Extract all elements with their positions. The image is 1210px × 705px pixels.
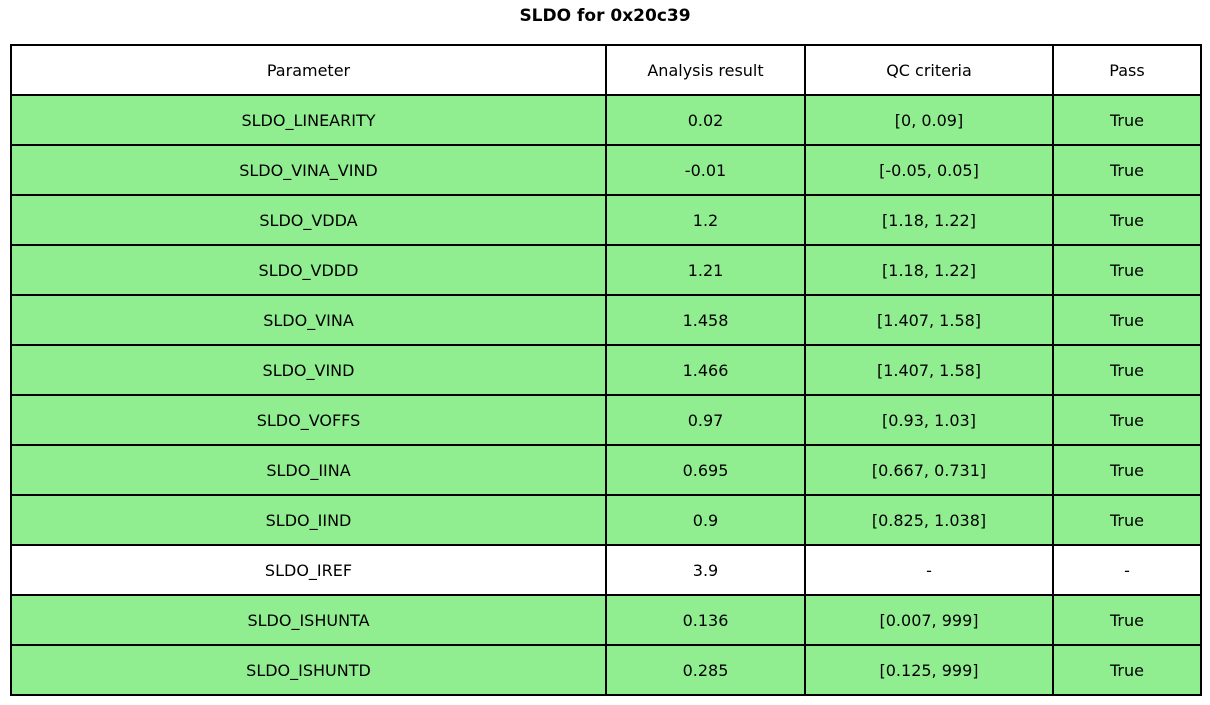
cell-analysis-result: 0.02 xyxy=(605,94,806,146)
cell-qc-criteria: [1.407, 1.58] xyxy=(804,294,1054,346)
cell-analysis-result: 1.21 xyxy=(605,244,806,296)
cell-analysis-result: 3.9 xyxy=(605,544,806,596)
cell-analysis-result: 1.466 xyxy=(605,344,806,396)
cell-qc-criteria: [1.18, 1.22] xyxy=(804,244,1054,296)
cell-pass: True xyxy=(1052,394,1202,446)
table-row: SLDO_VINA 1.458 [1.407, 1.58] True xyxy=(10,294,1202,346)
column-header-pass: Pass xyxy=(1052,44,1202,96)
table-row: SLDO_ISHUNTD 0.285 [0.125, 999] True xyxy=(10,644,1202,696)
cell-pass: True xyxy=(1052,144,1202,196)
table-row: SLDO_IINA 0.695 [0.667, 0.731] True xyxy=(10,444,1202,496)
table-header-row: Parameter Analysis result QC criteria Pa… xyxy=(10,44,1202,96)
cell-qc-criteria: [0.667, 0.731] xyxy=(804,444,1054,496)
cell-qc-criteria: [0.125, 999] xyxy=(804,644,1054,696)
cell-analysis-result: 1.458 xyxy=(605,294,806,346)
cell-qc-criteria: [0.825, 1.038] xyxy=(804,494,1054,546)
table-row: SLDO_ISHUNTA 0.136 [0.007, 999] True xyxy=(10,594,1202,646)
cell-pass: True xyxy=(1052,94,1202,146)
table-row: SLDO_VDDA 1.2 [1.18, 1.22] True xyxy=(10,194,1202,246)
cell-parameter: SLDO_ISHUNTA xyxy=(10,594,607,646)
cell-qc-criteria: [1.407, 1.58] xyxy=(804,344,1054,396)
qc-results-table: Parameter Analysis result QC criteria Pa… xyxy=(10,44,1202,696)
cell-qc-criteria: [0.93, 1.03] xyxy=(804,394,1054,446)
cell-pass: True xyxy=(1052,194,1202,246)
cell-analysis-result: 0.695 xyxy=(605,444,806,496)
cell-parameter: SLDO_VDDA xyxy=(10,194,607,246)
cell-parameter: SLDO_ISHUNTD xyxy=(10,644,607,696)
table-row: SLDO_LINEARITY 0.02 [0, 0.09] True xyxy=(10,94,1202,146)
cell-pass: True xyxy=(1052,294,1202,346)
cell-parameter: SLDO_VIND xyxy=(10,344,607,396)
cell-qc-criteria: [1.18, 1.22] xyxy=(804,194,1054,246)
cell-pass: True xyxy=(1052,344,1202,396)
cell-pass: True xyxy=(1052,594,1202,646)
cell-pass: True xyxy=(1052,644,1202,696)
table-row: SLDO_VDDD 1.21 [1.18, 1.22] True xyxy=(10,244,1202,296)
cell-qc-criteria: - xyxy=(804,544,1054,596)
cell-qc-criteria: [0.007, 999] xyxy=(804,594,1054,646)
cell-analysis-result: -0.01 xyxy=(605,144,806,196)
cell-analysis-result: 0.9 xyxy=(605,494,806,546)
cell-analysis-result: 0.285 xyxy=(605,644,806,696)
page-title: SLDO for 0x20c39 xyxy=(519,6,691,26)
table-row: SLDO_VINA_VIND -0.01 [-0.05, 0.05] True xyxy=(10,144,1202,196)
cell-parameter: SLDO_IIND xyxy=(10,494,607,546)
table-row: SLDO_IIND 0.9 [0.825, 1.038] True xyxy=(10,494,1202,546)
column-header-qc-criteria: QC criteria xyxy=(804,44,1054,96)
column-header-analysis-result: Analysis result xyxy=(605,44,806,96)
cell-qc-criteria: [-0.05, 0.05] xyxy=(804,144,1054,196)
cell-parameter: SLDO_IREF xyxy=(10,544,607,596)
table-row: SLDO_IREF 3.9 - - xyxy=(10,544,1202,596)
cell-parameter: SLDO_VOFFS xyxy=(10,394,607,446)
cell-pass: - xyxy=(1052,544,1202,596)
cell-analysis-result: 1.2 xyxy=(605,194,806,246)
cell-pass: True xyxy=(1052,244,1202,296)
cell-qc-criteria: [0, 0.09] xyxy=(804,94,1054,146)
cell-pass: True xyxy=(1052,494,1202,546)
table-row: SLDO_VIND 1.466 [1.407, 1.58] True xyxy=(10,344,1202,396)
cell-analysis-result: 0.136 xyxy=(605,594,806,646)
cell-pass: True xyxy=(1052,444,1202,496)
cell-parameter: SLDO_IINA xyxy=(10,444,607,496)
cell-parameter: SLDO_LINEARITY xyxy=(10,94,607,146)
cell-parameter: SLDO_VDDD xyxy=(10,244,607,296)
cell-parameter: SLDO_VINA xyxy=(10,294,607,346)
cell-parameter: SLDO_VINA_VIND xyxy=(10,144,607,196)
cell-analysis-result: 0.97 xyxy=(605,394,806,446)
table-row: SLDO_VOFFS 0.97 [0.93, 1.03] True xyxy=(10,394,1202,446)
column-header-parameter: Parameter xyxy=(10,44,607,96)
